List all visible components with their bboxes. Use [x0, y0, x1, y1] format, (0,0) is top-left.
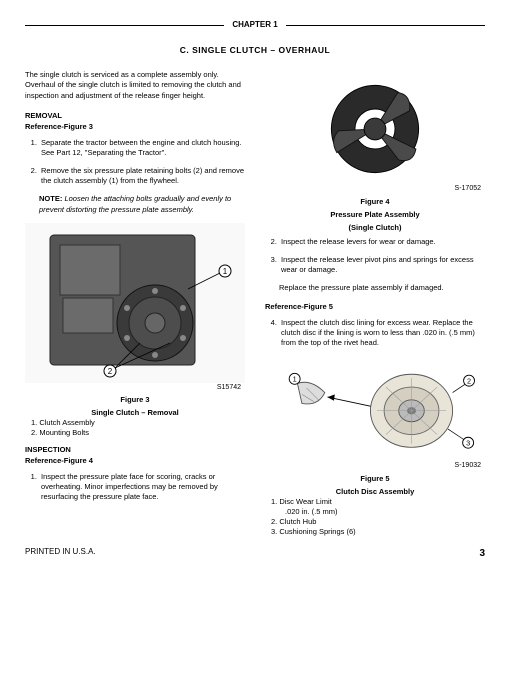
figure-3: 1 2 S15742 Figure 3 Single Clutch – Remo…: [25, 223, 245, 439]
figure-4-number: S-17052: [265, 184, 485, 193]
figure-5-legend-1b: .020 in. (.5 mm): [265, 507, 485, 517]
removal-steps: Separate the tractor between the engine …: [25, 138, 245, 187]
figure-5-image: 1 2 3: [265, 356, 485, 461]
inspection-step-3: Inspect the release lever pivot pins and…: [279, 255, 485, 275]
note-label: NOTE:: [39, 194, 62, 203]
printed-label: PRINTED IN U.S.A.: [25, 547, 96, 561]
figure-5-legend-1a: 1. Disc Wear Limit: [265, 497, 485, 507]
figure-3-subtitle: Single Clutch – Removal: [25, 408, 245, 418]
svg-text:1: 1: [223, 267, 228, 276]
figure-4-sub1: Pressure Plate Assembly: [265, 210, 485, 220]
figure-5-title: Figure 5: [265, 474, 485, 484]
inspection-reference: Reference-Figure 4: [25, 456, 245, 466]
figure-4-image: [275, 74, 475, 184]
chapter-header: CHAPTER 1: [25, 20, 485, 31]
header-rule-right: [286, 25, 485, 26]
intro-paragraph: The single clutch is serviced as a compl…: [25, 70, 245, 100]
chapter-label: CHAPTER 1: [224, 20, 285, 31]
inspection-replace-note: Replace the pressure plate assembly if d…: [265, 283, 485, 293]
left-column: The single clutch is serviced as a compl…: [25, 70, 245, 541]
figure-4-title: Figure 4: [265, 197, 485, 207]
inspection-steps-right: Inspect the release levers for wear or d…: [265, 237, 485, 275]
note-block: NOTE: Loosen the attaching bolts gradual…: [25, 194, 245, 214]
inspection-steps-left: Inspect the pressure plate face for scor…: [25, 472, 245, 502]
figure-3-number: S15742: [25, 383, 245, 392]
inspection-heading: INSPECTION: [25, 445, 245, 455]
figure-5-number: S-19032: [265, 461, 485, 470]
content-columns: The single clutch is serviced as a compl…: [25, 70, 485, 541]
inspection-step-4: Inspect the clutch disc lining for exces…: [279, 318, 485, 348]
figure-3-legend-1: 1. Clutch Assembly: [25, 418, 245, 428]
figure-5-legend-2: 2. Clutch Hub: [265, 517, 485, 527]
figure-3-title: Figure 3: [25, 395, 245, 405]
reference-figure-5: Reference-Figure 5: [265, 302, 485, 312]
figure-5: 1 2 3 S-19032 Figure 5 Clutch Disc Assem…: [265, 356, 485, 537]
right-column: S-17052 Figure 4 Pressure Plate Assembly…: [265, 70, 485, 541]
svg-text:3: 3: [466, 439, 470, 448]
svg-text:2: 2: [108, 367, 113, 376]
section-title: C. SINGLE CLUTCH – OVERHAUL: [25, 45, 485, 56]
removal-reference: Reference-Figure 3: [25, 122, 245, 132]
inspection-steps-4: Inspect the clutch disc lining for exces…: [265, 318, 485, 348]
inspection-step-2: Inspect the release levers for wear or d…: [279, 237, 485, 247]
page-number: 3: [479, 547, 485, 561]
removal-step-1: Separate the tractor between the engine …: [39, 138, 245, 158]
removal-step-2: Remove the six pressure plate retaining …: [39, 166, 245, 186]
svg-text:1: 1: [293, 375, 297, 384]
figure-4: S-17052 Figure 4 Pressure Plate Assembly…: [265, 74, 485, 233]
header-rule-left: [25, 25, 224, 26]
figure-3-legend-2: 2. Mounting Bolts: [25, 428, 245, 438]
removal-heading: REMOVAL: [25, 111, 245, 121]
inspection-step-1: Inspect the pressure plate face for scor…: [39, 472, 245, 502]
svg-text:2: 2: [467, 376, 471, 385]
figure-5-legend-3: 3. Cushioning Springs (6): [265, 527, 485, 537]
note-text: Loosen the attaching bolts gradually and…: [39, 194, 231, 213]
figure-4-sub2: (Single Clutch): [265, 223, 485, 233]
figure-5-subtitle: Clutch Disc Assembly: [265, 487, 485, 497]
figure-3-image: 1 2: [25, 223, 245, 383]
page-footer: PRINTED IN U.S.A. 3: [25, 547, 485, 561]
